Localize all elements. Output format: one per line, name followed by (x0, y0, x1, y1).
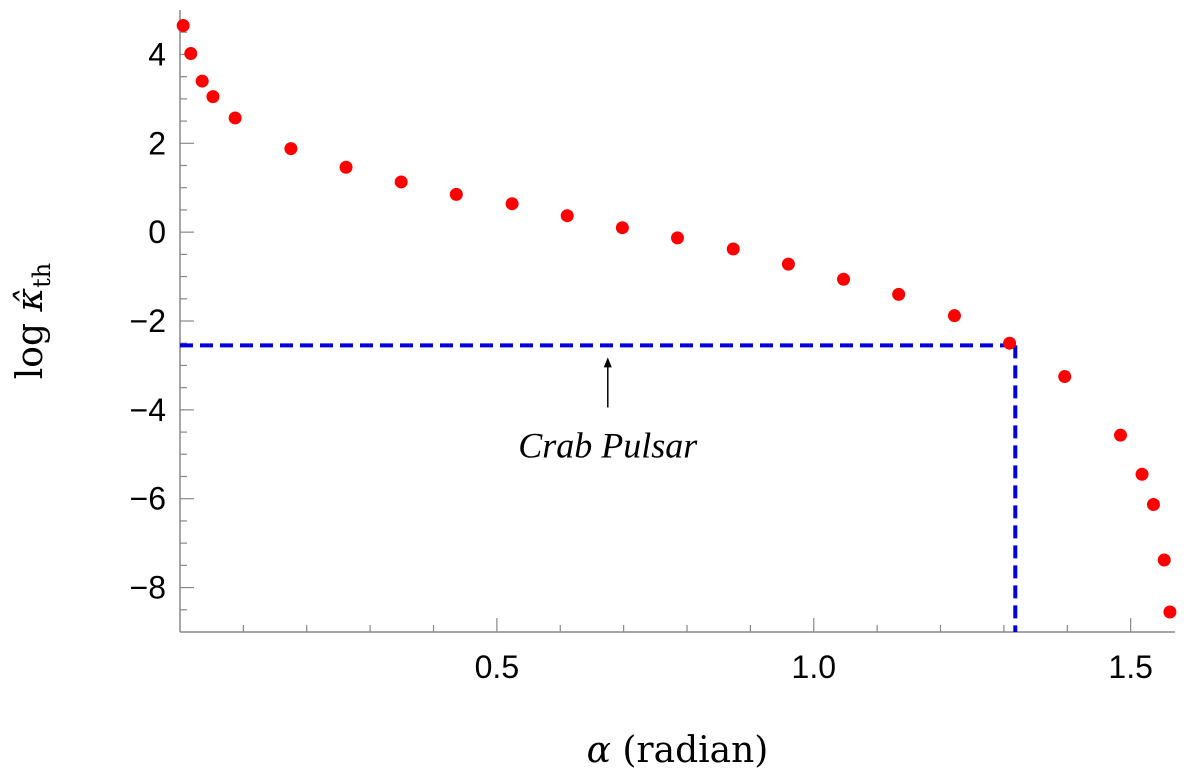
data-point (1113, 428, 1127, 442)
x-tick-label: 0.5 (475, 649, 519, 685)
data-point (1157, 553, 1171, 567)
data-points (176, 19, 1177, 619)
data-point (1135, 467, 1149, 481)
axis-titles: α (radian) log κ̂th (10, 263, 768, 771)
crab-pulsar-annotation: Crab Pulsar (518, 357, 698, 465)
axis-ticks: 0.5 1.0 1.5 4 2 0 −2 −4 −6 −8 (130, 31, 1153, 685)
crab-pulsar-reference-line (180, 343, 1018, 632)
x-axis-title: α (radian) (587, 730, 769, 771)
data-point (1058, 370, 1072, 384)
data-point (1163, 605, 1177, 619)
x-tick-label: 1.0 (792, 649, 836, 685)
y-tick-label: 2 (148, 125, 166, 161)
y-tick-label: 4 (148, 36, 166, 72)
data-point (1003, 336, 1017, 350)
data-point (726, 242, 740, 256)
data-point (449, 187, 463, 201)
data-point (615, 221, 629, 235)
data-point (837, 272, 851, 286)
y-tick-label: 0 (148, 214, 166, 250)
data-point (228, 111, 242, 125)
data-point (560, 209, 574, 223)
data-point (184, 47, 198, 61)
x-tick-label: 1.5 (1108, 649, 1152, 685)
y-tick-label: −6 (130, 481, 166, 517)
data-point (505, 197, 519, 211)
data-point (176, 19, 190, 33)
annotation-label: Crab Pulsar (518, 425, 698, 465)
data-point (339, 160, 353, 174)
data-point (671, 231, 684, 245)
data-point (195, 74, 209, 88)
data-point (394, 175, 408, 189)
y-tick-label: −2 (130, 303, 166, 339)
y-tick-label: −4 (130, 392, 166, 428)
data-point (781, 257, 795, 271)
y-tick-label: −8 (130, 570, 166, 606)
data-point (947, 309, 961, 323)
annotation-arrow-head (603, 357, 612, 368)
data-point (892, 287, 906, 301)
data-point (284, 142, 298, 156)
axes (179, 10, 1175, 633)
y-axis-title: log κ̂th (10, 263, 56, 379)
data-point (1146, 497, 1160, 511)
data-point (206, 90, 220, 104)
